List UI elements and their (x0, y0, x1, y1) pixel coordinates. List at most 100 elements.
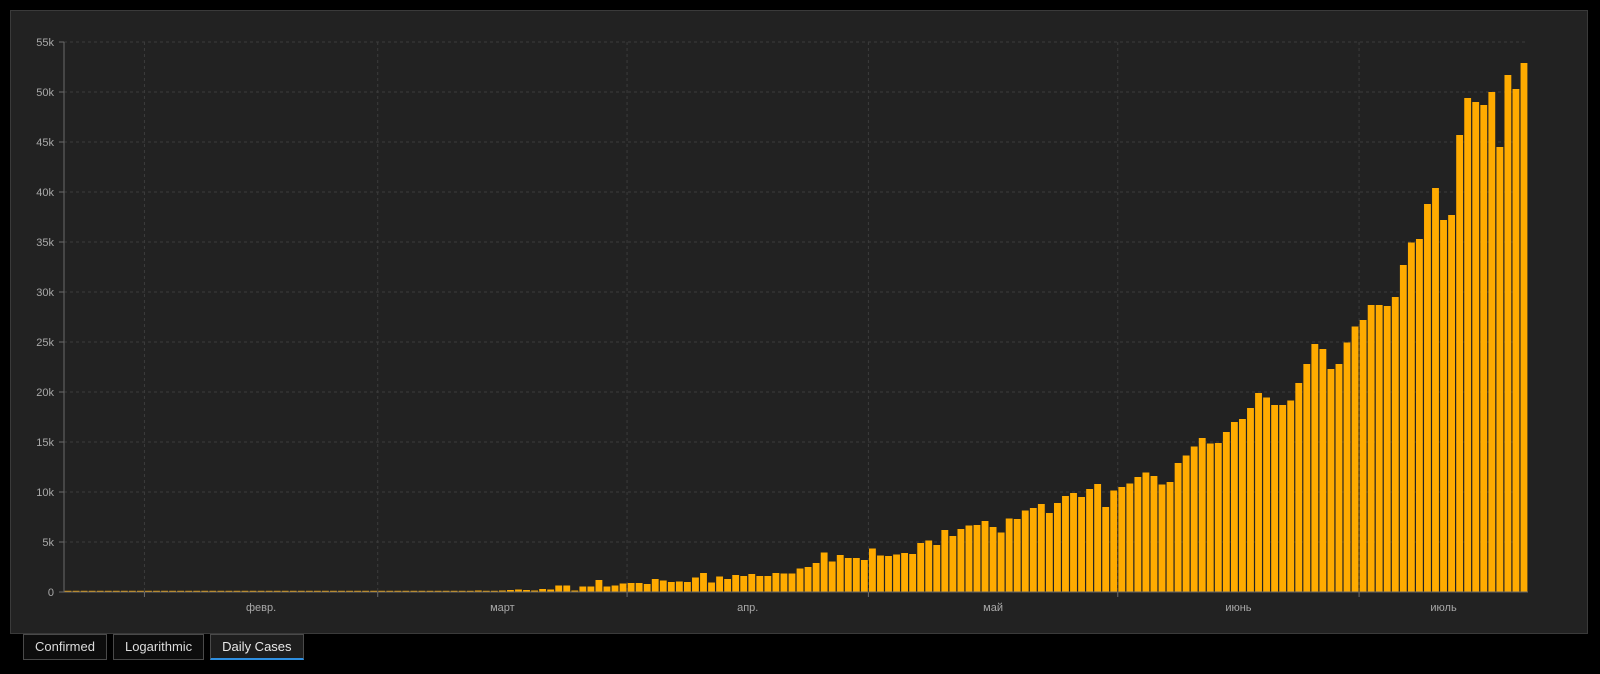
daily-bar (579, 586, 587, 592)
daily-bar (708, 582, 715, 592)
daily-bar (1456, 135, 1464, 592)
tab-logarithmic[interactable]: Logarithmic (112, 634, 205, 660)
daily-bar (997, 532, 1005, 592)
daily-bar (257, 590, 265, 592)
daily-bar (96, 590, 104, 592)
daily-bar (1190, 446, 1198, 592)
tab-confirmed[interactable]: Confirmed (23, 634, 107, 660)
daily-bar (482, 590, 490, 592)
y-tick-label: 35k (36, 237, 54, 249)
daily-bar (1206, 443, 1214, 592)
daily-bar (442, 590, 450, 592)
daily-bar (917, 543, 925, 592)
daily-bar (225, 590, 233, 592)
chart-mode-tabs: Confirmed Logarithmic Daily Cases (23, 634, 304, 662)
daily-bar (450, 590, 458, 592)
daily-bar (515, 589, 522, 592)
daily-bar (233, 590, 241, 592)
daily-bar (1424, 204, 1431, 592)
y-tick-label: 20k (36, 387, 54, 399)
daily-bar (394, 590, 402, 592)
daily-bar (112, 590, 120, 592)
daily-bar (1102, 507, 1110, 592)
daily-bar (547, 589, 555, 592)
daily-bar (1150, 476, 1158, 592)
daily-bar (1295, 383, 1303, 592)
daily-bar (860, 560, 868, 592)
y-tick-label: 5k (42, 537, 54, 549)
daily-bar (330, 590, 337, 592)
y-tick-label: 25k (36, 337, 54, 349)
y-tick-label: 30k (36, 287, 54, 299)
daily-bar (177, 590, 185, 592)
daily-bar (627, 583, 635, 592)
x-tick-label: май (983, 602, 1003, 614)
daily-bar (651, 579, 659, 592)
daily-bar (1391, 297, 1399, 592)
daily-bar (1399, 265, 1407, 592)
daily-bar (1070, 493, 1077, 592)
daily-bar (241, 590, 249, 592)
daily-bar (949, 536, 957, 592)
daily-bar (209, 590, 217, 592)
daily-bar (1496, 147, 1504, 592)
daily-bar (1319, 349, 1327, 592)
x-tick-label: апр. (737, 602, 758, 614)
daily-bar (1415, 239, 1423, 592)
daily-bar (772, 573, 780, 592)
daily-bar (523, 590, 530, 592)
daily-bar (1351, 326, 1359, 592)
daily-bar (764, 576, 772, 592)
daily-bar (169, 590, 177, 592)
daily-bar (973, 525, 981, 592)
daily-bar (1287, 400, 1295, 592)
daily-bar (836, 555, 844, 592)
daily-bar (474, 590, 482, 592)
daily-bar (201, 590, 209, 592)
daily-bar (780, 573, 788, 592)
daily-bar (185, 590, 193, 592)
daily-bar (1126, 483, 1134, 592)
daily-bar (313, 590, 321, 592)
daily-bar (490, 590, 498, 592)
daily-bar (145, 590, 152, 592)
daily-bar (571, 590, 579, 592)
y-tick-label: 15k (36, 437, 54, 449)
daily-bar (1407, 242, 1415, 592)
daily-bar (1247, 408, 1254, 592)
daily-bar (1086, 489, 1094, 592)
daily-bar (1480, 105, 1488, 592)
daily-bar (820, 552, 828, 592)
x-tick-label: февр. (246, 602, 276, 614)
y-tick-label: 0 (48, 587, 54, 599)
daily-bar (700, 573, 707, 592)
y-tick-label: 10k (36, 487, 54, 499)
daily-bar (796, 568, 804, 592)
daily-bar (1255, 393, 1262, 592)
daily-bar (193, 590, 201, 592)
daily-bar (88, 590, 96, 592)
daily-bar (370, 590, 378, 592)
daily-bar (507, 590, 514, 592)
daily-bar (981, 521, 989, 592)
daily-bar (1214, 443, 1222, 592)
daily-bar (1279, 405, 1287, 592)
daily-bar (1520, 63, 1528, 592)
daily-bar (595, 580, 603, 592)
daily-bar (72, 590, 80, 592)
daily-bar (1239, 419, 1246, 592)
tab-daily-cases[interactable]: Daily Cases (210, 634, 304, 660)
x-tick-label: март (490, 602, 515, 614)
daily-bar (338, 590, 345, 592)
daily-bar (1472, 102, 1480, 592)
daily-bar (498, 590, 506, 592)
daily-bar (941, 530, 949, 592)
daily-bar (909, 554, 917, 592)
daily-bar (362, 590, 370, 592)
daily-bar (104, 590, 112, 592)
daily-bar (756, 576, 764, 592)
daily-bar (925, 540, 933, 592)
y-tick-label: 45k (36, 137, 54, 149)
daily-bar (804, 567, 812, 592)
daily-bar (1198, 438, 1206, 592)
